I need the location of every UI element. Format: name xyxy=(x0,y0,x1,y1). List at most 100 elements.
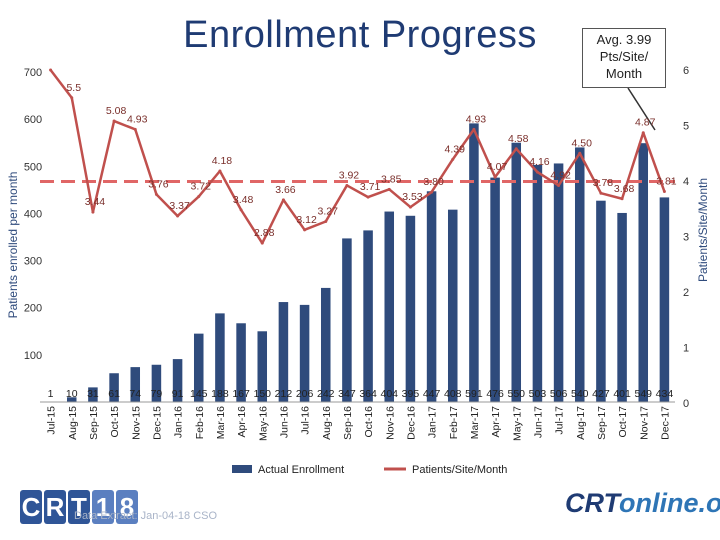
line-point xyxy=(535,170,539,174)
line-point xyxy=(91,210,95,214)
bar-value-label: 476 xyxy=(486,388,504,400)
bar-value-label: 91 xyxy=(172,388,184,400)
x-tick-label: Jun-16 xyxy=(278,406,290,438)
bar xyxy=(109,373,119,402)
logo-letter: R xyxy=(44,490,66,524)
x-tick-label: Jan-17 xyxy=(427,406,439,438)
bar xyxy=(236,323,246,402)
x-tick-label: Jul-16 xyxy=(300,406,312,435)
x-tick-label: Feb-17 xyxy=(448,406,460,439)
line-value-label: 3.85 xyxy=(381,173,402,185)
bar-value-label: 364 xyxy=(359,388,377,400)
x-tick-label: Nov-17 xyxy=(638,406,650,440)
line-value-label: 3.66 xyxy=(275,184,296,196)
bar-value-label: 550 xyxy=(507,388,525,400)
bar-value-label: 404 xyxy=(380,388,398,400)
line-value-label: 4.58 xyxy=(508,133,529,145)
y-right-tick-label: 4 xyxy=(683,176,689,188)
line-value-label: 3.44 xyxy=(85,196,106,208)
y-right-tick-label: 3 xyxy=(683,232,689,244)
bar xyxy=(342,238,352,402)
y-left-tick-label: 700 xyxy=(24,67,42,79)
bar-value-label: 401 xyxy=(613,388,631,400)
x-tick-label: Jun-17 xyxy=(532,406,544,438)
line-value-label: 3.68 xyxy=(614,183,635,195)
average-callout: Avg. 3.99 Pts/Site/ Month xyxy=(582,28,666,88)
legend-swatch-bar xyxy=(232,465,252,473)
bar-value-label: 167 xyxy=(232,388,250,400)
line-point xyxy=(70,96,74,100)
bar xyxy=(659,197,670,402)
line-value-label: 4.18 xyxy=(212,155,233,167)
line-point xyxy=(112,119,116,123)
line-point xyxy=(176,214,180,218)
bar xyxy=(596,200,606,402)
bar-value-label: 503 xyxy=(529,388,547,400)
x-tick-label: Dec-16 xyxy=(405,406,417,440)
bar-value-label: 395 xyxy=(402,388,420,400)
y-left-axis-title: Patients enrolled per month xyxy=(6,172,20,319)
bar xyxy=(638,143,649,402)
bar-value-label: 506 xyxy=(550,388,568,400)
bar xyxy=(215,313,225,402)
bar-value-label: 145 xyxy=(190,388,208,400)
bar xyxy=(320,287,331,402)
x-tick-label: Sep-17 xyxy=(596,406,608,440)
bar xyxy=(363,230,373,402)
line-point xyxy=(408,205,412,209)
line-point xyxy=(387,187,391,191)
line-value-label: 3.81 xyxy=(656,176,677,188)
logo-letter: 1 xyxy=(92,490,114,524)
line-point xyxy=(599,191,603,195)
line-value-label: 4.16 xyxy=(529,156,550,168)
line-point xyxy=(493,175,497,179)
bar xyxy=(490,177,500,402)
line-point xyxy=(218,169,222,173)
line-point xyxy=(662,190,666,194)
bar-value-label: 188 xyxy=(211,388,229,400)
line-value-label: 4.93 xyxy=(466,113,487,125)
line-value-label: 3.48 xyxy=(233,194,254,206)
chart-title: Enrollment Progress xyxy=(183,14,537,56)
bar-value-label: 549 xyxy=(634,388,652,400)
y-left-tick-label: 500 xyxy=(24,161,42,173)
x-tick-label: Dec-17 xyxy=(659,406,671,440)
line-point xyxy=(366,195,370,199)
line-point xyxy=(133,127,137,131)
bar xyxy=(130,367,141,402)
line-value-label: 3.78 xyxy=(593,177,614,189)
line-value-label: 3.12 xyxy=(296,214,317,226)
bar xyxy=(511,142,522,402)
line-point xyxy=(49,68,53,72)
line-value-label: 5.5 xyxy=(66,82,81,94)
bar-value-label: 427 xyxy=(592,388,610,400)
line-value-label: 3.72 xyxy=(191,181,212,193)
bar-value-label: 408 xyxy=(444,388,462,400)
bar xyxy=(384,211,395,402)
y-left-tick-label: 200 xyxy=(24,303,42,315)
enrollment-chart: 100 200 300 400 500 600 700 0 1 2 3 4 5 6 Patients enr… xyxy=(6,65,710,476)
x-tick-label: Apr-16 xyxy=(236,406,248,438)
average-callout-line3: Month xyxy=(605,66,643,81)
line-point xyxy=(303,228,307,232)
line-value-label: 3.53 xyxy=(402,191,423,203)
bar-value-label: 591 xyxy=(465,388,483,400)
bar xyxy=(299,304,310,402)
line-point xyxy=(239,208,243,212)
line-value-label: 4.92 xyxy=(550,169,571,181)
x-tick-label: Sep-16 xyxy=(342,406,354,440)
line-point xyxy=(345,183,349,187)
line-point xyxy=(260,241,264,245)
y-right-tick-label: 1 xyxy=(683,343,689,355)
bar-value-label: 212 xyxy=(275,388,293,400)
x-tick-label: Feb-16 xyxy=(194,406,206,439)
line-point xyxy=(281,198,285,202)
x-tick-label: Oct-15 xyxy=(109,406,121,438)
line-series xyxy=(49,69,666,245)
x-tick-label: Oct-17 xyxy=(617,406,629,438)
x-tick-label: Jul-17 xyxy=(554,406,566,435)
legend-label: Actual Enrollment xyxy=(258,464,344,476)
bar-value-label: 79 xyxy=(151,388,163,400)
x-tick-label: May-16 xyxy=(257,406,269,441)
line-value-label: 4.39 xyxy=(445,143,466,155)
